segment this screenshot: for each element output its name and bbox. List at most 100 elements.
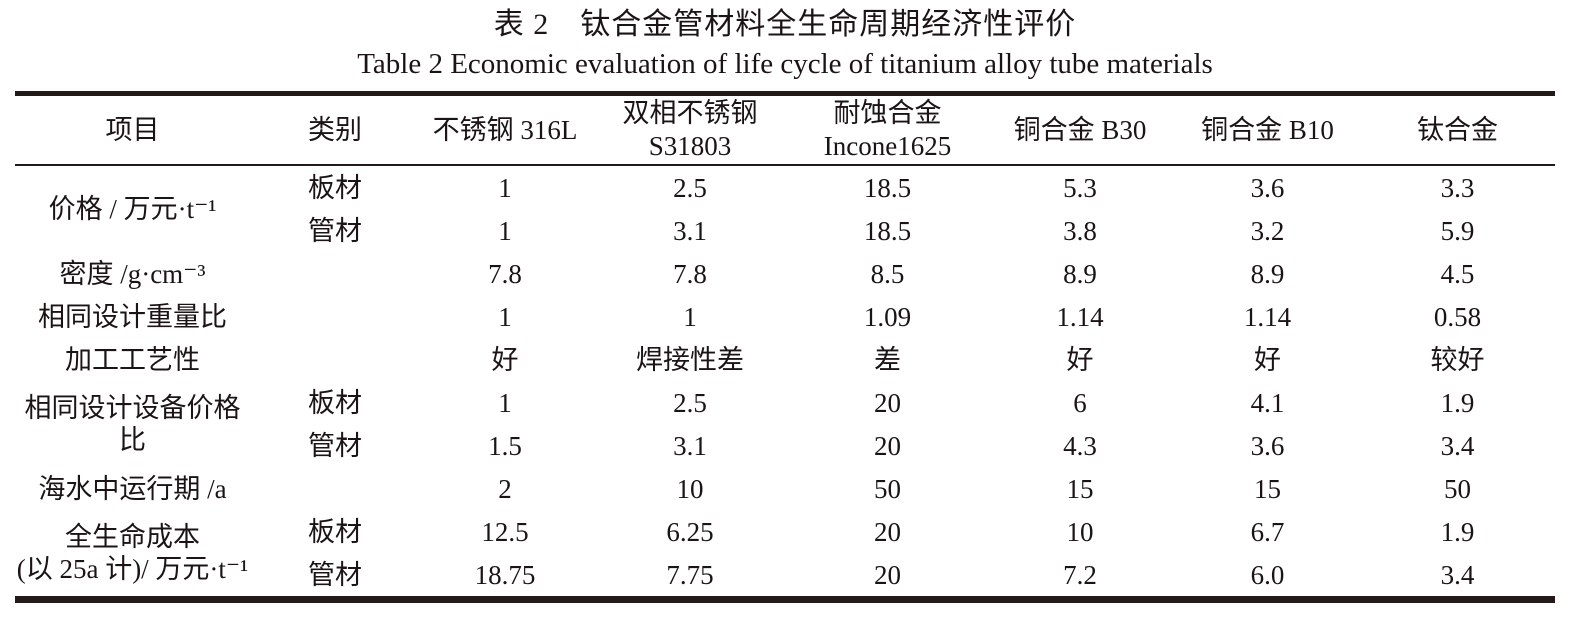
value-cell: 1 xyxy=(498,387,512,418)
row-item-label: 加工工艺性 xyxy=(65,344,200,375)
value-cell: 6.0 xyxy=(1250,559,1285,590)
row-category-label: 板材 xyxy=(308,516,362,547)
row-item-label: 相同设计重量比 xyxy=(38,301,227,332)
table-row: 密度 /g·cm⁻³ 7.8 7.8 8.5 8.9 8.9 4.5 xyxy=(15,252,1555,295)
table-body: 价格 / 万元·t⁻¹ 板材 1 2.5 18.5 5.3 3.6 3.3 管材 1 3.1 18.5… xyxy=(15,165,1555,600)
value-cell: 4.1 xyxy=(1250,387,1285,418)
column-header-6: 铜合金 B30 xyxy=(1013,114,1147,145)
value-cell: 6.7 xyxy=(1250,516,1285,547)
value-cell: 3.4 xyxy=(1440,430,1475,461)
value-cell: 较好 xyxy=(1430,344,1485,375)
value-cell: 3.1 xyxy=(673,215,707,246)
value-cell: 7.2 xyxy=(1063,559,1097,590)
value-cell: 15 xyxy=(1254,473,1281,504)
value-cell: 好 xyxy=(1254,344,1281,375)
column-header-1: 项目 xyxy=(105,114,160,145)
column-header-7: 铜合金 B10 xyxy=(1201,114,1334,145)
column-header-3: 不锈钢 316L xyxy=(432,114,578,145)
value-cell: 50 xyxy=(1444,473,1471,504)
table-row: 管材 1.5 3.1 20 4.3 3.6 3.4 xyxy=(15,424,1555,467)
value-cell: 2 xyxy=(498,473,512,504)
value-cell: 6 xyxy=(1073,387,1087,418)
row-category-label: 管材 xyxy=(308,559,362,590)
value-cell: 50 xyxy=(874,473,901,504)
row-category-label: 板材 xyxy=(308,172,362,203)
value-cell: 1.9 xyxy=(1440,516,1475,547)
value-cell: 5.9 xyxy=(1440,215,1475,246)
table-header-row: 项目 类别 不锈钢 316L 双相不锈钢 S31803 耐蚀合金 Incone1625 铜… xyxy=(15,94,1555,165)
table-row: 相同设计重量比 1 1 1.09 1.14 1.14 0.58 xyxy=(15,295,1555,338)
value-cell: 10 xyxy=(676,473,704,504)
value-cell: 1 xyxy=(498,215,512,246)
value-cell: 8.9 xyxy=(1063,258,1097,289)
value-cell: 7.8 xyxy=(488,258,522,289)
row-category-label: 管材 xyxy=(308,430,362,461)
value-cell: 好 xyxy=(491,344,519,375)
economic-evaluation-table: 项目 类别 不锈钢 316L 双相不锈钢 S31803 耐蚀合金 Incone1625 铜… xyxy=(15,91,1555,603)
value-cell: 4.3 xyxy=(1063,430,1097,461)
value-cell: 18.5 xyxy=(863,172,912,203)
table-caption: 表 2 钛合金管材料全生命周期经济性评价 Table 2 Economic ev… xyxy=(0,6,1570,83)
value-cell: 好 xyxy=(1066,344,1094,375)
value-cell: 20 xyxy=(874,430,901,461)
row-item-label: 全生命成本 (以 25a 计)/ 万元·t⁻¹ xyxy=(16,522,249,584)
value-cell: 4.5 xyxy=(1440,258,1475,289)
row-item-label: 密度 /g·cm⁻³ xyxy=(59,258,206,289)
table-row: 海水中运行期 /a 2 10 50 15 15 50 xyxy=(15,467,1555,510)
column-header-4: 双相不锈钢 S31803 xyxy=(622,98,758,161)
table-row: 管材 1 3.1 18.5 3.8 3.2 5.9 xyxy=(15,209,1555,252)
value-cell: 18.75 xyxy=(474,559,536,590)
value-cell: 3.3 xyxy=(1440,172,1475,203)
value-cell: 6.25 xyxy=(666,516,714,547)
value-cell: 5.3 xyxy=(1063,172,1097,203)
value-cell: 1.9 xyxy=(1440,387,1475,418)
row-category-label: 管材 xyxy=(308,215,362,246)
row-item-label: 海水中运行期 /a xyxy=(38,473,227,504)
value-cell: 1 xyxy=(683,301,697,332)
table-row: 相同设计设备价格比 板材 1 2.5 20 6 4.1 1.9 xyxy=(15,381,1555,456)
value-cell: 20 xyxy=(874,559,901,590)
value-cell: 3.6 xyxy=(1250,172,1285,203)
row-item-label: 价格 / 万元·t⁻¹ xyxy=(48,194,217,224)
table-header: 项目 类别 不锈钢 316L 双相不锈钢 S31803 耐蚀合金 Incone1625 铜… xyxy=(15,94,1555,165)
value-cell: 1 xyxy=(498,301,512,332)
value-cell: 3.2 xyxy=(1250,215,1285,246)
row-category-label xyxy=(250,467,420,510)
value-cell: 20 xyxy=(874,516,901,547)
row-category-label xyxy=(250,338,420,381)
table-caption-english: Table 2 Economic evaluation of life cycl… xyxy=(357,48,1213,80)
row-item-label: 相同设计设备价格比 xyxy=(24,393,241,455)
value-cell: 0.58 xyxy=(1433,301,1482,332)
value-cell: 3.1 xyxy=(673,430,707,461)
value-cell: 20 xyxy=(874,387,901,418)
value-cell: 8.5 xyxy=(870,258,905,289)
value-cell: 1 xyxy=(498,172,512,203)
value-cell: 10 xyxy=(1066,516,1094,547)
row-category-label xyxy=(250,252,420,295)
value-cell: 12.5 xyxy=(481,516,529,547)
value-cell: 2.5 xyxy=(673,387,707,418)
value-cell: 15 xyxy=(1066,473,1094,504)
column-header-8: 钛合金 xyxy=(1417,114,1498,145)
table-caption-chinese: 表 2 钛合金管材料全生命周期经济性评价 xyxy=(493,8,1077,41)
column-header-2: 类别 xyxy=(308,114,362,145)
value-cell: 8.9 xyxy=(1250,258,1285,289)
table-row: 价格 / 万元·t⁻¹ 板材 1 2.5 18.5 5.3 3.6 3.3 xyxy=(15,165,1555,225)
value-cell: 差 xyxy=(874,344,901,375)
value-cell: 7.8 xyxy=(673,258,707,289)
value-cell: 1.14 xyxy=(1243,301,1292,332)
value-cell: 焊接性差 xyxy=(636,344,744,375)
value-cell: 7.75 xyxy=(666,559,714,590)
value-cell: 2.5 xyxy=(673,172,707,203)
value-cell: 18.5 xyxy=(863,215,912,246)
column-header-5: 耐蚀合金 Incone1625 xyxy=(823,98,952,161)
value-cell: 3.6 xyxy=(1250,430,1285,461)
value-cell: 3.4 xyxy=(1440,559,1475,590)
row-category-label xyxy=(250,295,420,338)
table-row: 全生命成本 (以 25a 计)/ 万元·t⁻¹ 板材 12.5 6.25 20 10 6.7… xyxy=(15,510,1555,585)
table-row: 加工工艺性 好 焊接性差 差 好 好 较好 xyxy=(15,338,1555,381)
value-cell: 1.5 xyxy=(488,430,522,461)
value-cell: 1.14 xyxy=(1056,301,1104,332)
value-cell: 3.8 xyxy=(1063,215,1097,246)
